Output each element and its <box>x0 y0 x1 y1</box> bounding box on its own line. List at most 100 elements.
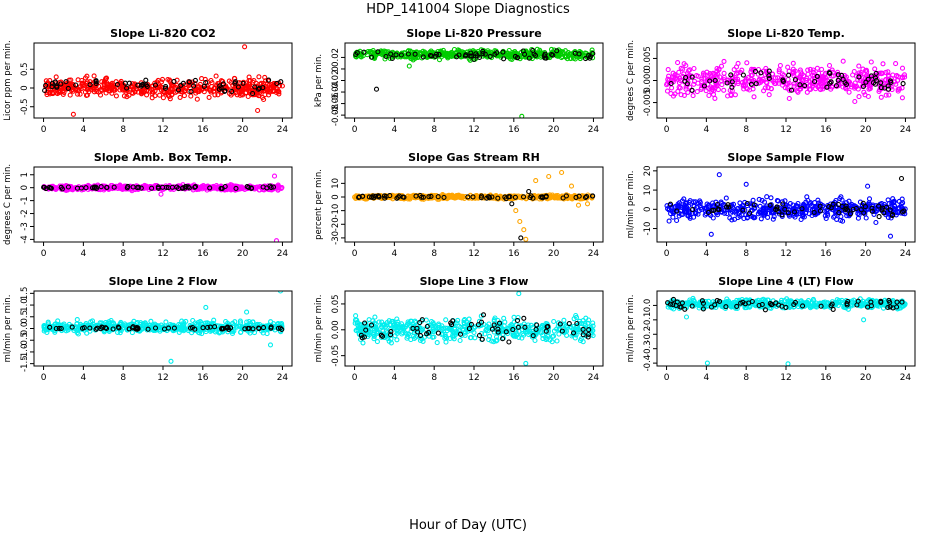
outlier-point <box>168 358 174 364</box>
data-point <box>515 324 521 330</box>
data-point <box>885 86 892 92</box>
data-point <box>165 76 171 83</box>
y-tick-label: 10 <box>643 185 653 196</box>
data-point <box>165 92 171 98</box>
data-point <box>99 324 105 330</box>
x-tick-label: 8 <box>743 249 749 259</box>
data-point <box>388 329 394 335</box>
data-point <box>576 193 582 199</box>
data-point <box>70 88 76 94</box>
data-point <box>103 75 110 81</box>
data-point <box>520 331 526 337</box>
data-point <box>689 74 695 80</box>
outlier-point <box>865 183 871 189</box>
data-point <box>686 68 692 74</box>
data-point <box>116 325 122 331</box>
data-point <box>469 53 475 59</box>
data-point <box>111 184 117 190</box>
data-point <box>817 86 824 92</box>
data-point <box>701 205 708 211</box>
data-point <box>185 184 191 190</box>
data-point <box>721 58 727 64</box>
data-point <box>256 74 262 80</box>
data-point <box>250 326 256 332</box>
outlier-point <box>373 86 380 92</box>
data-point <box>373 325 379 331</box>
data-point <box>883 77 889 83</box>
panel-title: Slope Li-820 CO2 <box>110 27 216 40</box>
x-tick-label: 20 <box>548 373 560 383</box>
data-point <box>258 80 264 86</box>
data-point <box>247 330 253 336</box>
data-point <box>395 194 401 200</box>
data-point <box>273 184 279 190</box>
data-point <box>664 88 671 94</box>
data-point <box>279 83 285 89</box>
data-point <box>143 77 149 83</box>
data-point <box>89 185 96 191</box>
y-axis-label: degrees C per min. <box>626 40 636 121</box>
data-point <box>839 203 845 210</box>
data-point <box>275 325 281 331</box>
data-point <box>485 194 492 200</box>
data-point <box>177 94 183 100</box>
main-title: HDP_141004 Slope Diagnostics <box>366 2 570 17</box>
data-point <box>795 203 801 210</box>
x-tick-label: 0 <box>664 125 670 135</box>
data-point <box>394 337 400 343</box>
data-point <box>829 67 835 73</box>
data-point <box>192 184 199 190</box>
y-axis-label: ml/min per min. <box>3 295 13 363</box>
data-point <box>764 194 770 200</box>
data-point <box>424 323 430 330</box>
data-point <box>457 331 464 337</box>
data-point <box>669 85 675 91</box>
data-point <box>704 206 710 212</box>
data-point <box>405 196 411 202</box>
data-point <box>480 48 486 54</box>
x-tick-label: 0 <box>352 373 358 383</box>
x-tick-label: 20 <box>237 249 249 259</box>
data-point <box>590 193 596 199</box>
data-point <box>501 315 507 321</box>
y-tick-label: 0.005 <box>643 46 653 70</box>
panel-title: Slope Line 3 Flow <box>420 275 529 288</box>
data-point <box>536 327 542 333</box>
x-tick-label: 24 <box>900 249 912 259</box>
data-point <box>448 194 454 200</box>
data-point <box>744 86 750 92</box>
x-tick-label: 16 <box>197 125 209 135</box>
data-point <box>795 89 801 95</box>
data-point <box>389 55 395 62</box>
data-point <box>544 321 550 327</box>
x-tick-label: 12 <box>468 373 479 383</box>
data-point <box>776 69 782 75</box>
data-point <box>721 87 727 93</box>
data-point <box>840 58 846 64</box>
outlier-point <box>743 181 749 187</box>
panel-title: Slope Amb. Box Temp. <box>94 151 232 164</box>
data-point <box>400 324 406 330</box>
data-point <box>791 209 798 215</box>
data-point <box>557 321 563 327</box>
data-point <box>855 211 861 217</box>
data-point <box>557 195 563 201</box>
data-point <box>386 333 392 339</box>
x-tick-label: 0 <box>41 125 47 135</box>
data-point <box>886 92 892 98</box>
data-point <box>381 322 387 328</box>
data-point <box>763 65 769 71</box>
outlier-point <box>518 235 524 241</box>
data-point <box>832 213 838 219</box>
data-point <box>157 92 163 98</box>
data-point <box>883 69 889 75</box>
data-point <box>524 327 531 333</box>
data-point <box>835 201 842 208</box>
data-point <box>856 63 862 69</box>
data-point <box>756 77 763 83</box>
data-point <box>417 50 423 56</box>
data-point <box>270 324 277 330</box>
data-point <box>829 84 835 90</box>
data-point <box>575 326 581 332</box>
data-point <box>863 67 870 73</box>
